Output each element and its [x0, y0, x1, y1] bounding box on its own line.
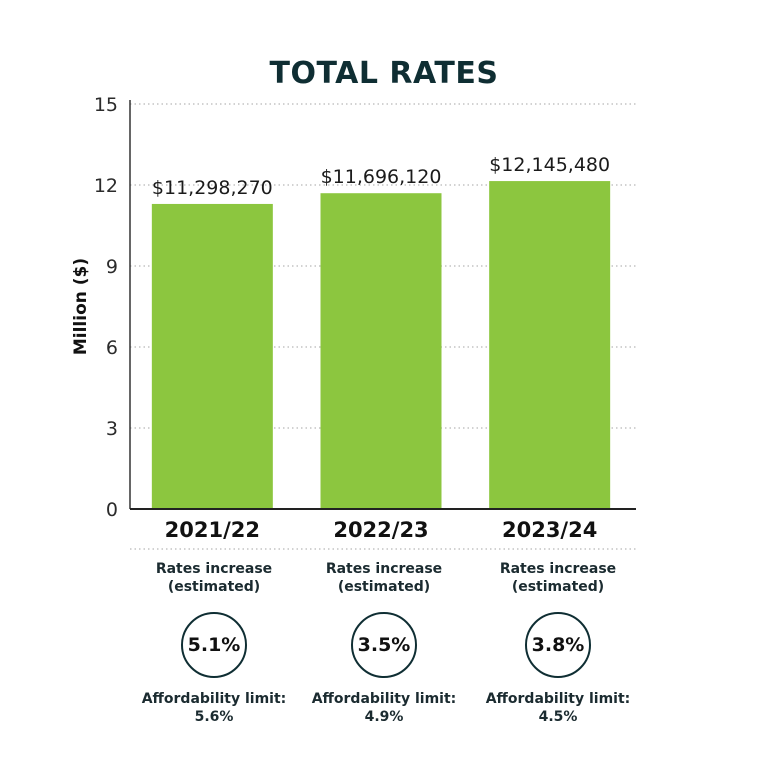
data-label: $11,696,120: [321, 166, 442, 188]
affordability-limit: Affordability limit: 5.6%: [114, 690, 314, 726]
rates-increase-label: Rates increase (estimated): [458, 560, 658, 596]
x-tick-label: 2023/24: [502, 518, 597, 542]
bar: [320, 193, 442, 509]
rates-increase-circle: 5.1%: [181, 612, 247, 678]
chart-title: TOTAL RATES: [269, 56, 499, 91]
affordability-limit-label: Affordability limit:: [141, 691, 287, 707]
y-tick-label: 12: [94, 175, 118, 197]
rates-increase-subtitle: (estimated): [511, 579, 605, 595]
affordability-limit-label: Affordability limit:: [311, 691, 457, 707]
rates-increase-label: Rates increase (estimated): [114, 560, 314, 596]
bar: [151, 203, 273, 509]
y-tick-label: 0: [106, 499, 118, 521]
rates-increase-subtitle: (estimated): [167, 579, 261, 595]
affordability-limit-value: 4.5%: [538, 709, 578, 725]
y-tick-label: 6: [106, 337, 118, 359]
rates-increase-circle: 3.8%: [525, 612, 591, 678]
rates-increase-title: Rates increase: [325, 561, 443, 577]
info-column-2023-24: Rates increase (estimated) 3.8% Affordab…: [458, 560, 658, 726]
data-label: $11,298,270: [152, 177, 273, 199]
rates-increase-label: Rates increase (estimated): [284, 560, 484, 596]
bar: [489, 181, 611, 510]
y-tick-label: 15: [94, 94, 118, 116]
affordability-limit: Affordability limit: 4.9%: [284, 690, 484, 726]
rates-increase-subtitle: (estimated): [337, 579, 431, 595]
affordability-limit-label: Affordability limit:: [485, 691, 631, 707]
x-tick-label: 2022/23: [333, 518, 428, 542]
rates-increase-title: Rates increase: [155, 561, 273, 577]
info-column-2022-23: Rates increase (estimated) 3.5% Affordab…: [284, 560, 484, 726]
y-tick-label: 9: [106, 256, 118, 278]
info-column-2021-22: Rates increase (estimated) 5.1% Affordab…: [114, 560, 314, 726]
y-axis-label: Million ($): [71, 258, 91, 355]
affordability-limit-value: 5.6%: [194, 709, 234, 725]
affordability-limit: Affordability limit: 4.5%: [458, 690, 658, 726]
rates-increase-title: Rates increase: [499, 561, 617, 577]
affordability-limit-value: 4.9%: [364, 709, 404, 725]
y-tick-label: 3: [106, 418, 118, 440]
rates-increase-circle: 3.5%: [351, 612, 417, 678]
data-label: $12,145,480: [489, 154, 610, 176]
x-tick-label: 2021/22: [165, 518, 260, 542]
